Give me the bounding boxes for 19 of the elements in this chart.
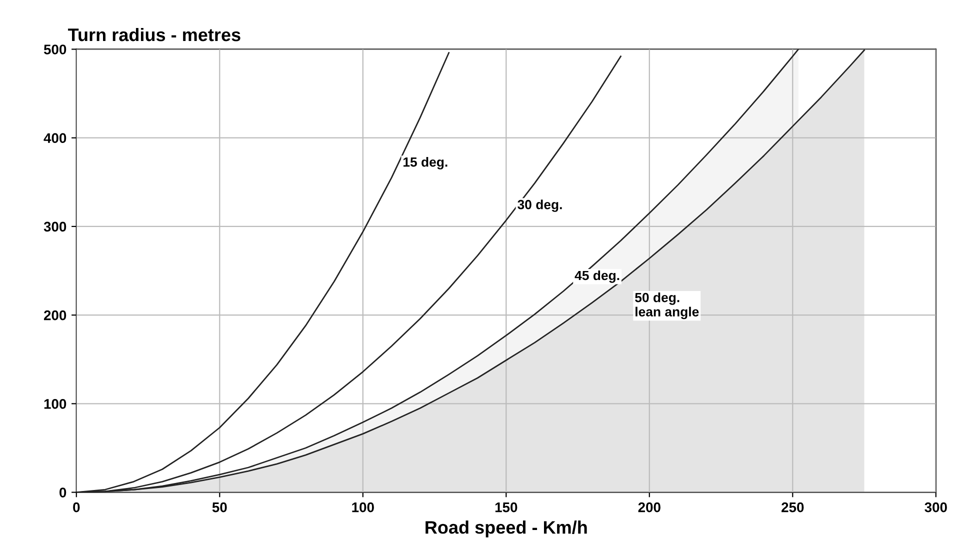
annotation: 15 deg. — [403, 157, 448, 170]
y-tick-label: 100 — [44, 399, 66, 409]
y-tick-label: 500 — [44, 44, 66, 54]
y-axis-title: Turn radius - metres — [68, 28, 240, 42]
x-tick-label: 200 — [638, 502, 660, 512]
annotation: 45 deg. — [574, 270, 620, 283]
annotation: 50 deg. lean angle — [635, 292, 699, 320]
x-tick-label: 100 — [352, 502, 374, 512]
y-tick-label: 400 — [44, 133, 66, 144]
x-axis-title: Road speed - Km/h — [426, 520, 587, 538]
x-tick-label: 250 — [782, 502, 804, 512]
y-tick-label: 300 — [44, 222, 66, 232]
y-tick-label: 0 — [60, 488, 66, 498]
annotation: 30 deg. — [518, 200, 562, 212]
x-tick-label: 0 — [73, 502, 80, 512]
x-tick-label: 150 — [495, 502, 518, 512]
y-tick-label: 200 — [44, 310, 66, 320]
x-tick-label: 50 — [212, 502, 227, 512]
x-tick-label: 300 — [924, 502, 947, 512]
